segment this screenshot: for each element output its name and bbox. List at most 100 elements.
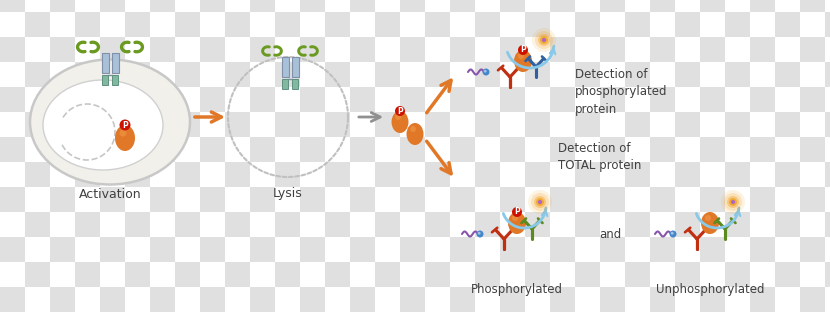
Bar: [625, 0, 650, 12]
Bar: [150, 12, 175, 37]
Bar: [525, 187, 550, 212]
Bar: [175, 0, 200, 12]
Bar: [300, 187, 325, 212]
Bar: [400, 187, 425, 212]
Text: Detection of
phosphorylated
protein: Detection of phosphorylated protein: [575, 67, 667, 116]
Bar: [300, 162, 325, 187]
Bar: [675, 287, 700, 312]
Bar: [450, 12, 475, 37]
Bar: [775, 112, 800, 137]
Bar: [200, 237, 225, 262]
Bar: [175, 137, 200, 162]
Bar: [325, 37, 350, 62]
Bar: [425, 187, 450, 212]
Bar: [325, 62, 350, 87]
Bar: [725, 162, 750, 187]
Bar: [750, 212, 775, 237]
Bar: [575, 112, 600, 137]
Bar: [650, 87, 675, 112]
Bar: [292, 79, 298, 89]
Bar: [150, 137, 175, 162]
Bar: [325, 262, 350, 287]
Bar: [675, 112, 700, 137]
Bar: [750, 187, 775, 212]
Circle shape: [721, 190, 745, 214]
Bar: [0, 187, 25, 212]
Bar: [800, 162, 825, 187]
Circle shape: [671, 232, 674, 235]
Circle shape: [727, 196, 739, 208]
Bar: [0, 37, 25, 62]
Bar: [50, 287, 75, 312]
Bar: [500, 0, 525, 12]
Bar: [125, 112, 150, 137]
Bar: [225, 62, 250, 87]
Bar: [25, 262, 50, 287]
Bar: [350, 37, 375, 62]
Bar: [550, 87, 575, 112]
Bar: [350, 262, 375, 287]
Bar: [450, 0, 475, 12]
Circle shape: [484, 70, 486, 73]
Bar: [325, 187, 350, 212]
Bar: [375, 12, 400, 37]
Bar: [175, 37, 200, 62]
Bar: [300, 262, 325, 287]
Bar: [625, 37, 650, 62]
Bar: [825, 262, 830, 287]
Bar: [0, 0, 25, 12]
Bar: [775, 212, 800, 237]
Bar: [450, 162, 475, 187]
Bar: [825, 62, 830, 87]
Bar: [325, 162, 350, 187]
Bar: [575, 262, 600, 287]
Bar: [675, 12, 700, 37]
Bar: [575, 62, 600, 87]
Bar: [550, 137, 575, 162]
Bar: [400, 137, 425, 162]
Ellipse shape: [512, 215, 518, 221]
Bar: [425, 62, 450, 87]
Bar: [825, 287, 830, 312]
Bar: [150, 262, 175, 287]
Bar: [225, 162, 250, 187]
Bar: [750, 112, 775, 137]
Ellipse shape: [395, 114, 401, 120]
Bar: [800, 62, 825, 87]
Bar: [375, 237, 400, 262]
Bar: [800, 87, 825, 112]
Bar: [275, 87, 300, 112]
Bar: [700, 137, 725, 162]
Bar: [375, 37, 400, 62]
Bar: [350, 12, 375, 37]
Bar: [100, 137, 125, 162]
Bar: [25, 237, 50, 262]
Bar: [525, 162, 550, 187]
Circle shape: [120, 119, 130, 130]
Bar: [775, 62, 800, 87]
Bar: [725, 287, 750, 312]
Bar: [225, 112, 250, 137]
Bar: [500, 162, 525, 187]
Bar: [475, 237, 500, 262]
Bar: [101, 53, 109, 73]
Bar: [275, 12, 300, 37]
Bar: [250, 287, 275, 312]
Bar: [750, 62, 775, 87]
Bar: [0, 87, 25, 112]
Text: Detection of
TOTAL protein: Detection of TOTAL protein: [558, 142, 642, 173]
Bar: [175, 262, 200, 287]
Bar: [675, 237, 700, 262]
Bar: [425, 287, 450, 312]
Bar: [225, 262, 250, 287]
Bar: [50, 12, 75, 37]
Bar: [300, 37, 325, 62]
Bar: [250, 0, 275, 12]
Bar: [575, 87, 600, 112]
Circle shape: [478, 232, 481, 235]
Bar: [250, 137, 275, 162]
Bar: [500, 62, 525, 87]
Bar: [275, 162, 300, 187]
Ellipse shape: [701, 212, 719, 234]
Bar: [350, 0, 375, 12]
